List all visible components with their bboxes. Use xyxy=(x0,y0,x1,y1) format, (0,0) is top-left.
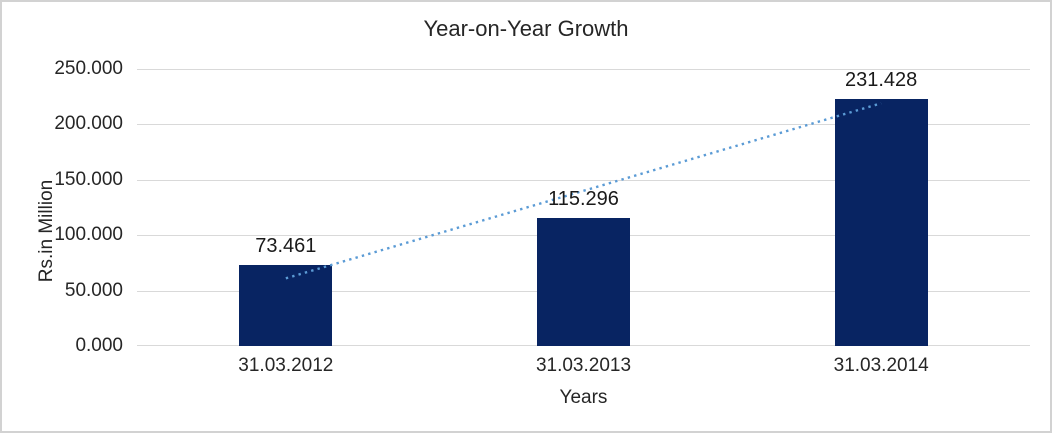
bar[interactable] xyxy=(834,99,928,346)
gridline xyxy=(137,179,1030,181)
data-label: 115.296 xyxy=(548,188,619,211)
trendline[interactable] xyxy=(285,102,882,280)
y-axis-tick-labels: 250.000 200.000 150.000 100.000 50.000 0… xyxy=(2,58,123,356)
x-category-label: 31.03.2013 xyxy=(535,355,632,376)
gridline xyxy=(137,69,1030,70)
y-tick-label: 200.000 xyxy=(54,113,123,135)
bar-slot: 115.296 xyxy=(435,69,733,346)
bar-slot: 73.461 xyxy=(137,69,435,346)
bar[interactable] xyxy=(536,218,630,346)
x-category-label: 31.03.2014 xyxy=(833,355,929,376)
y-tick-label: 0.000 xyxy=(75,335,123,356)
trendline-svg xyxy=(285,102,882,280)
gridline xyxy=(137,124,1030,126)
y-tick-label: 250.000 xyxy=(54,58,123,79)
y-tick-label: 100.000 xyxy=(54,224,123,246)
x-axis-category-labels: 31.03.2012 31.03.2013 31.03.2014 xyxy=(137,355,1030,377)
data-label: 73.461 xyxy=(255,234,317,257)
y-tick-label: 150.000 xyxy=(54,168,123,190)
bar-slot: 231.428 xyxy=(732,69,1030,346)
chart-title: Year-on-Year Growth xyxy=(423,16,629,41)
x-axis-title: Years xyxy=(559,387,608,408)
y-tick-label: 50.000 xyxy=(64,279,123,301)
x-category-label: 31.03.2012 xyxy=(238,355,334,376)
plot-area: 73.461 115.296 231.428 xyxy=(137,69,1030,346)
data-label: 231.428 xyxy=(845,69,918,91)
